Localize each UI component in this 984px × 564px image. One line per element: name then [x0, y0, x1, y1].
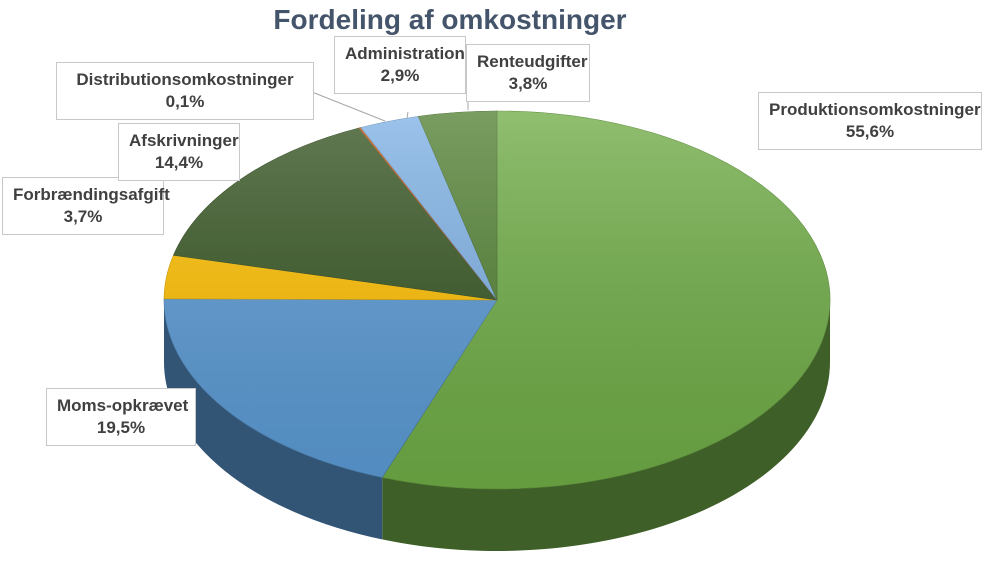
pie-side-produktionsomkostninger — [382, 300, 830, 551]
label-renteudgifter: Renteudgifter 3,8% — [466, 44, 590, 102]
label-distributionsomkostninger: Distributionsomkostninger 0,1% — [56, 62, 314, 120]
pie-side-moms-opkr-vet — [163, 300, 383, 540]
leader-line — [311, 91, 386, 122]
label-administration: Administration 2,9% — [334, 36, 466, 94]
label-produktionsomkostninger: Produktionsomkostninger 55,6% — [758, 92, 982, 150]
label-moms-opkraevet: Moms-opkrævet 19,5% — [46, 388, 196, 446]
pie-sheen — [164, 111, 830, 489]
label-forbraendingsafgift: Forbrændingsafgift 3,7% — [2, 177, 170, 235]
chart-title: Fordeling af omkostninger — [273, 4, 627, 35]
label-afskrivninger: Afskrivninger 14,4% — [118, 123, 240, 181]
leader-line — [406, 111, 409, 119]
